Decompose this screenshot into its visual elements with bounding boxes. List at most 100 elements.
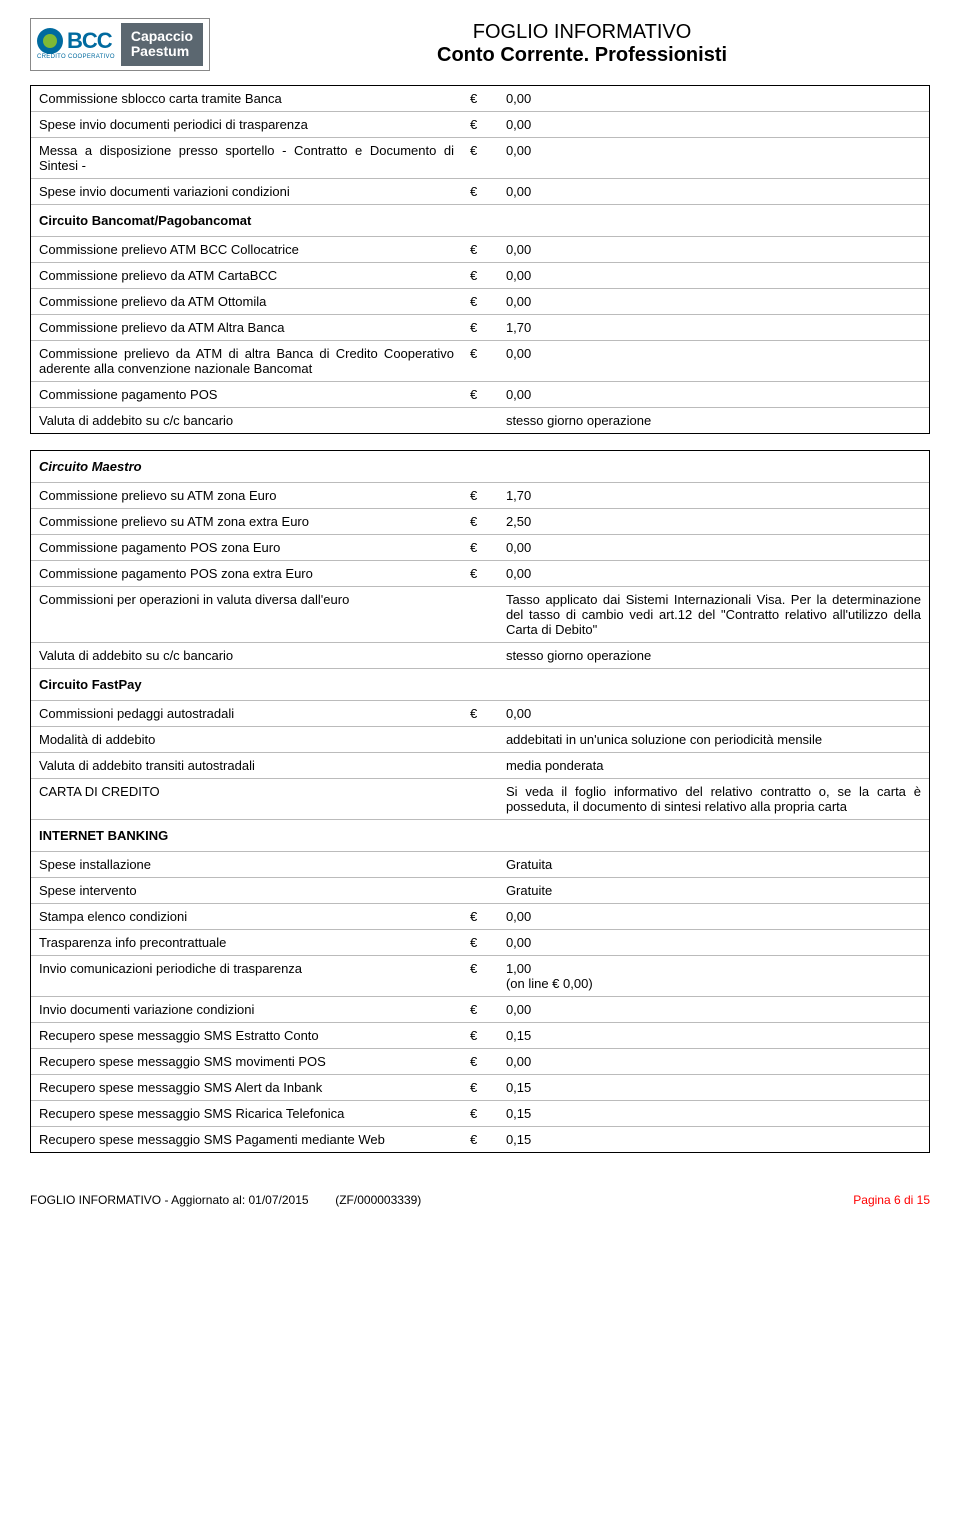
row-label: Invio comunicazioni periodiche di traspa…: [31, 955, 462, 996]
row-euro: €: [462, 1048, 498, 1074]
table-row: Messa a disposizione presso sportello - …: [31, 137, 929, 178]
section-header: Circuito Bancomat/Pagobancomat: [31, 204, 929, 236]
row-euro: €: [462, 340, 498, 381]
footer-left: FOGLIO INFORMATIVO - Aggiornato al: 01/0…: [30, 1193, 309, 1207]
row-label: Commissione sblocco carta tramite Banca: [31, 86, 462, 111]
row-euro: [462, 851, 498, 877]
row-label: Commissione pagamento POS zona Euro: [31, 534, 462, 560]
row-label: Messa a disposizione presso sportello - …: [31, 137, 462, 178]
row-label: Commissione prelievo su ATM zona extra E…: [31, 508, 462, 534]
row-euro: €: [462, 1100, 498, 1126]
row-euro: [462, 877, 498, 903]
section-title: Circuito FastPay: [31, 668, 929, 700]
row-label: Commissione pagamento POS: [31, 381, 462, 407]
row-value: 0,00: [498, 903, 929, 929]
table-row: Valuta di addebito su c/c bancariostesso…: [31, 407, 929, 433]
row-label: CARTA DI CREDITO: [31, 778, 462, 819]
page-footer: FOGLIO INFORMATIVO - Aggiornato al: 01/0…: [30, 1193, 930, 1207]
row-label: Spese invio documenti periodici di trasp…: [31, 111, 462, 137]
row-euro: €: [462, 137, 498, 178]
row-value: 0,00: [498, 236, 929, 262]
row-euro: €: [462, 178, 498, 204]
row-value: 0,00: [498, 178, 929, 204]
row-label: Valuta di addebito su c/c bancario: [31, 642, 462, 668]
row-euro: [462, 407, 498, 433]
section-header: INTERNET BANKING: [31, 819, 929, 851]
row-euro: €: [462, 111, 498, 137]
row-euro: €: [462, 996, 498, 1022]
row-value: stesso giorno operazione: [498, 407, 929, 433]
row-euro: [462, 778, 498, 819]
row-euro: €: [462, 903, 498, 929]
row-euro: [462, 752, 498, 778]
table-row: Commissione prelievo da ATM Ottomila€0,0…: [31, 288, 929, 314]
section-title: Circuito Bancomat/Pagobancomat: [31, 204, 929, 236]
row-value: 0,00: [498, 288, 929, 314]
table-row: Commissione pagamento POS€0,00: [31, 381, 929, 407]
row-value: 2,50: [498, 508, 929, 534]
row-label: Commissione prelievo da ATM Ottomila: [31, 288, 462, 314]
row-value: 0,00: [498, 262, 929, 288]
row-value: Tasso applicato dai Sistemi Internaziona…: [498, 586, 929, 642]
row-value: 0,00: [498, 929, 929, 955]
row-euro: €: [462, 1074, 498, 1100]
row-label: Recupero spese messaggio SMS Ricarica Te…: [31, 1100, 462, 1126]
table-row: Spese intervento Gratuite: [31, 877, 929, 903]
row-value: 0,00: [498, 560, 929, 586]
row-label: Commissioni pedaggi autostradali: [31, 700, 462, 726]
section-title: INTERNET BANKING: [31, 819, 929, 851]
row-euro: €: [462, 262, 498, 288]
row-value: 1,70: [498, 482, 929, 508]
row-label: Valuta di addebito transiti autostradali: [31, 752, 462, 778]
table-maestro-fastpay-internet: Circuito Maestro Commissione prelievo su …: [30, 450, 930, 1153]
row-label: Recupero spese messaggio SMS Estratto Co…: [31, 1022, 462, 1048]
row-value: 0,00: [498, 534, 929, 560]
table-row: Valuta di addebito transiti autostradali…: [31, 752, 929, 778]
table-row: Spese invio documenti periodici di trasp…: [31, 111, 929, 137]
row-value: 0,15: [498, 1126, 929, 1152]
table-row: Commissione sblocco carta tramite Banca€…: [31, 86, 929, 111]
page-titles: FOGLIO INFORMATIVO Conto Corrente. Profe…: [234, 21, 930, 67]
row-value: 0,00: [498, 86, 929, 111]
table-row: Invio comunicazioni periodiche di traspa…: [31, 955, 929, 996]
section-title: Circuito Maestro: [31, 451, 929, 482]
table-row: Commissioni pedaggi autostradali€0,00: [31, 700, 929, 726]
table-row: Recupero spese messaggio SMS Pagamenti m…: [31, 1126, 929, 1152]
row-value: Gratuita: [498, 851, 929, 877]
row-label: Recupero spese messaggio SMS Pagamenti m…: [31, 1126, 462, 1152]
row-value: 1,00 (on line € 0,00): [498, 955, 929, 996]
table-row: Trasparenza info precontrattuale€0,00: [31, 929, 929, 955]
bcc-logo-icon: [37, 28, 63, 54]
row-euro: €: [462, 1022, 498, 1048]
table-row: Commissione prelievo su ATM zona extra E…: [31, 508, 929, 534]
row-label: Modalità di addebito: [31, 726, 462, 752]
row-label: Spese intervento: [31, 877, 462, 903]
table-bancomat: Commissione sblocco carta tramite Banca€…: [30, 85, 930, 434]
table-row: Spese installazioneGratuita: [31, 851, 929, 877]
table-row: Recupero spese messaggio SMS Alert da In…: [31, 1074, 929, 1100]
table-row: Stampa elenco condizioni€0,00: [31, 903, 929, 929]
row-value: 0,00: [498, 996, 929, 1022]
row-euro: €: [462, 508, 498, 534]
row-euro: €: [462, 534, 498, 560]
capaccio-line2: Paestum: [131, 44, 193, 59]
table-row: Commissione prelievo da ATM Altra Banca€…: [31, 314, 929, 340]
row-label: Commissione pagamento POS zona extra Eur…: [31, 560, 462, 586]
row-value: addebitati in un'unica soluzione con per…: [498, 726, 929, 752]
bcc-subtext: CREDITO COOPERATIVO: [37, 54, 115, 60]
row-label: Commissione prelievo da ATM CartaBCC: [31, 262, 462, 288]
row-euro: €: [462, 314, 498, 340]
row-euro: €: [462, 560, 498, 586]
row-euro: €: [462, 1126, 498, 1152]
table-row: Commissione prelievo da ATM di altra Ban…: [31, 340, 929, 381]
footer-mid: (ZF/000003339): [335, 1193, 421, 1207]
row-value: Gratuite: [498, 877, 929, 903]
table-row: Recupero spese messaggio SMS movimenti P…: [31, 1048, 929, 1074]
row-label: Stampa elenco condizioni: [31, 903, 462, 929]
row-euro: €: [462, 929, 498, 955]
table-row: Commissione prelievo da ATM CartaBCC€0,0…: [31, 262, 929, 288]
row-value: 0,15: [498, 1022, 929, 1048]
row-label: Commissione prelievo da ATM Altra Banca: [31, 314, 462, 340]
row-value: 0,00: [498, 381, 929, 407]
table-row: Spese invio documenti variazioni condizi…: [31, 178, 929, 204]
